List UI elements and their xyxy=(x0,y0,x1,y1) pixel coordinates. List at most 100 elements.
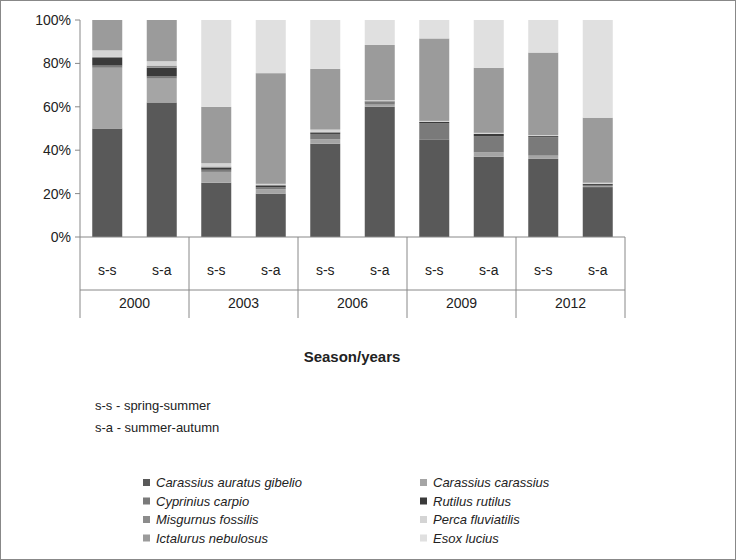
group-axis xyxy=(80,290,625,291)
bar-segment xyxy=(201,163,231,166)
bar-segment xyxy=(583,20,613,118)
bar-segment xyxy=(310,134,340,139)
bar-segment xyxy=(365,105,395,107)
bar-segment xyxy=(147,102,177,237)
y-tick-label: 60% xyxy=(43,99,71,115)
bar-segment xyxy=(474,133,504,134)
bar-segment xyxy=(256,184,286,185)
bar-segment xyxy=(256,187,286,189)
bar-segment xyxy=(92,20,122,21)
group-label: 2000 xyxy=(119,295,150,311)
bar-segment xyxy=(256,194,286,237)
bar-segment xyxy=(474,68,504,133)
legend-swatch xyxy=(420,516,427,523)
x-tick-label: s-a xyxy=(370,262,390,278)
bar-segment xyxy=(92,20,122,50)
bars xyxy=(92,20,613,237)
bar-segment xyxy=(474,157,504,237)
group-label: 2012 xyxy=(555,295,586,311)
legend-label: Esox lucius xyxy=(433,531,499,546)
bar-segment xyxy=(92,50,122,57)
bar-segment xyxy=(474,20,504,68)
legend-swatch xyxy=(143,498,150,505)
bar-segment xyxy=(474,136,504,152)
y-tick xyxy=(75,63,80,64)
bar-segment xyxy=(147,68,177,77)
bar-segment xyxy=(583,118,613,183)
bar-segment xyxy=(310,69,340,130)
bar-segment xyxy=(365,102,395,104)
bar-segment xyxy=(419,122,449,123)
y-tick xyxy=(75,237,80,238)
bar-segment xyxy=(365,100,395,101)
bar-segment xyxy=(256,73,286,184)
bar-segment xyxy=(419,123,449,139)
group-separator xyxy=(625,237,626,318)
x-axis-title: Season/years xyxy=(304,348,401,365)
bar-segment xyxy=(256,20,286,73)
bar-segment xyxy=(528,156,558,159)
legend-label: Carassius auratus gibelio xyxy=(156,475,302,490)
bar-segment xyxy=(310,130,340,132)
legend-label: Misgurnus fossilis xyxy=(156,512,259,527)
bar-segment xyxy=(583,187,613,237)
x-axis xyxy=(80,237,625,238)
x-tick-label: s-s xyxy=(98,262,117,278)
legend-swatch xyxy=(420,498,427,505)
bar-segment xyxy=(201,20,231,107)
y-tick xyxy=(75,150,80,151)
bar-segment xyxy=(147,76,177,78)
bar-segment xyxy=(583,183,613,184)
legend-swatch xyxy=(420,535,427,542)
group-label: 2006 xyxy=(337,295,368,311)
bar-segment xyxy=(419,20,449,38)
y-axis xyxy=(80,20,81,237)
bar-segment xyxy=(583,183,613,184)
legend-label: Ictalurus nebulosus xyxy=(156,531,269,546)
bar-segment xyxy=(201,107,231,163)
chart: 0%20%40%60%80%100%s-ss-as-ss-as-ss-as-ss… xyxy=(0,0,736,560)
legend-label: Cyprinius carpio xyxy=(156,494,249,509)
bar-segment xyxy=(310,132,340,133)
bar-segment xyxy=(92,58,122,66)
bar-segment xyxy=(583,184,613,185)
bar-segment xyxy=(528,136,558,137)
bar-segment xyxy=(256,186,286,187)
group-separator xyxy=(407,237,408,318)
bar-segment xyxy=(201,172,231,183)
x-tick-label: s-s xyxy=(316,262,335,278)
bar-segment xyxy=(310,20,340,69)
bar-segment xyxy=(528,136,558,137)
bar-segment xyxy=(365,101,395,102)
bar-segment xyxy=(147,20,177,61)
y-tick xyxy=(75,20,80,21)
group-separator xyxy=(80,237,81,318)
bar-segment xyxy=(147,20,177,21)
y-tick-label: 20% xyxy=(43,186,71,202)
bar-segment xyxy=(365,101,395,102)
x-tick-label: s-a xyxy=(479,262,499,278)
bar-segment xyxy=(583,185,613,186)
bar-segment xyxy=(419,139,449,237)
bar-segment xyxy=(201,166,231,167)
bar-segment xyxy=(528,159,558,237)
bar-segment xyxy=(474,152,504,156)
group-separator xyxy=(298,237,299,318)
bar-segment xyxy=(365,20,395,45)
group-label: 2003 xyxy=(228,295,259,311)
x-tick-label: s-a xyxy=(588,262,608,278)
bar-segment xyxy=(528,53,558,135)
bar-segment xyxy=(92,129,122,238)
legend-label: Rutilus rutilus xyxy=(433,494,512,509)
bar-segment xyxy=(528,137,558,155)
bar-segment xyxy=(419,121,449,122)
y-tick-label: 40% xyxy=(43,142,71,158)
group-label: 2009 xyxy=(446,295,477,311)
bar-segment xyxy=(583,186,613,187)
x-tick-label: s-s xyxy=(207,262,226,278)
note: s-a - summer-autumn xyxy=(95,420,219,435)
y-tick-label: 0% xyxy=(51,229,71,245)
bar-segment xyxy=(147,61,177,65)
bar-segment xyxy=(310,133,340,134)
legend-label: Carassius carassius xyxy=(433,475,550,490)
